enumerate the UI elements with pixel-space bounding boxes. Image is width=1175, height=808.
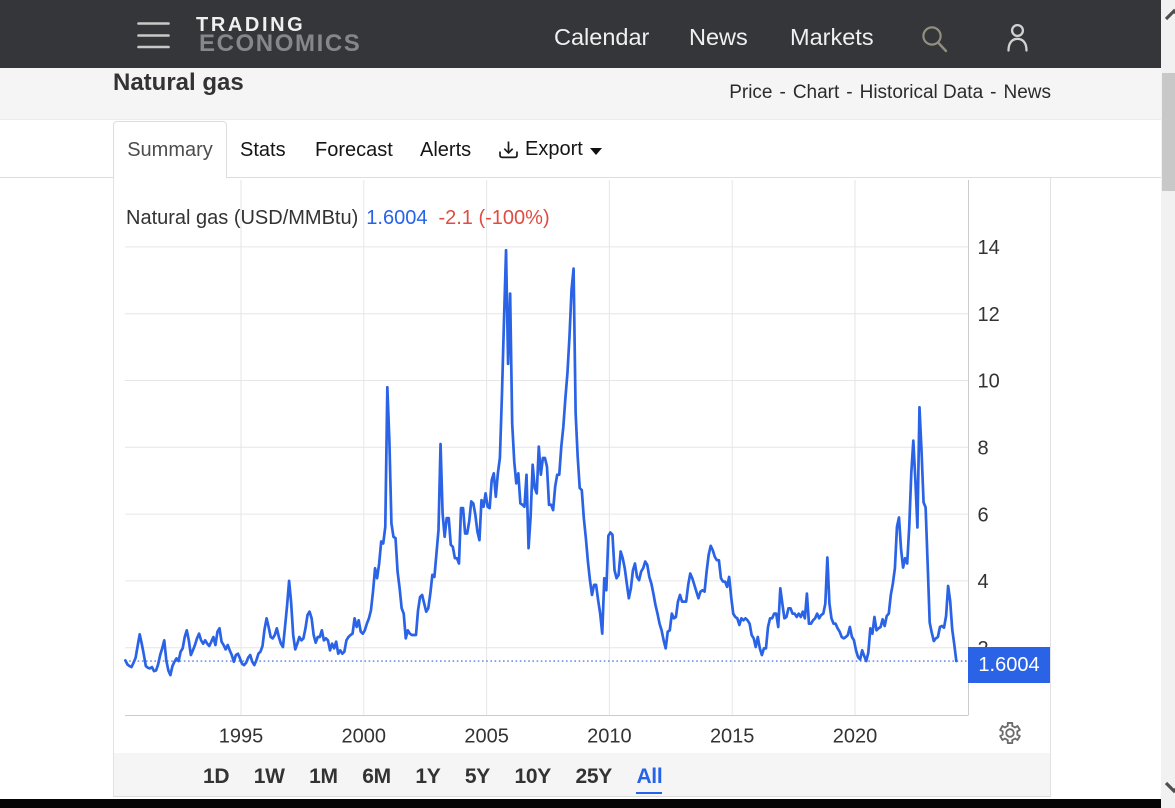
y-axis-label: 10: [978, 371, 1000, 393]
breadcrumb-separator: -: [990, 82, 997, 103]
export-label: Export: [525, 138, 583, 160]
chart-card: Natural gas (USD/MMBtu) 1.6004 -2.1 (-100%…: [113, 178, 1051, 797]
export-dropdown[interactable]: Export: [498, 138, 602, 161]
y-axis-label: 14: [978, 237, 1000, 259]
range-button-6m[interactable]: 6M: [362, 764, 391, 788]
download-icon: [499, 141, 518, 158]
tab-alerts[interactable]: Alerts: [420, 139, 472, 161]
y-axis-label: 12: [978, 304, 1000, 326]
y-axis-label: 6: [978, 504, 989, 526]
card-border-left: [113, 178, 114, 797]
tab-stats[interactable]: Stats: [240, 139, 286, 161]
range-button-all[interactable]: All: [636, 765, 663, 794]
tab-summary[interactable]: Summary: [113, 121, 227, 178]
hamburger-menu-icon[interactable]: [137, 21, 170, 50]
search-icon[interactable]: [918, 24, 950, 54]
breadcrumb-link-chart[interactable]: Chart: [792, 82, 840, 103]
nav-item-news[interactable]: News: [689, 24, 748, 50]
chart-current-value: 1.6004: [366, 207, 428, 229]
tab-summary-label: Summary: [127, 138, 213, 161]
scrollbar-down-arrow[interactable]: [1165, 780, 1175, 796]
x-axis-label: 2005: [464, 726, 509, 748]
tab-forecast[interactable]: Forecast: [315, 139, 393, 161]
scrollbar-thumb[interactable]: [1162, 73, 1175, 191]
logo-line1: TRADING: [196, 14, 306, 36]
scrollbar-up-arrow[interactable]: [1165, 6, 1175, 22]
x-axis-label: 2015: [710, 726, 755, 748]
x-axis-label: 2010: [587, 726, 632, 748]
range-button-1m[interactable]: 1M: [309, 764, 338, 788]
range-selector-bar: 1D 1W 1M 6M 1Y 5Y 10Y 25Y All: [113, 753, 1051, 797]
x-axis-label: 2020: [833, 726, 878, 748]
range-button-5y[interactable]: 5Y: [464, 764, 490, 788]
breadcrumb-separator: -: [846, 82, 853, 103]
breadcrumb-link-news[interactable]: News: [1003, 82, 1051, 103]
nav-item-calendar[interactable]: Calendar: [554, 24, 650, 50]
user-account-icon[interactable]: [1004, 22, 1032, 52]
x-axis-label: 1995: [219, 726, 264, 748]
range-button-1w[interactable]: 1W: [253, 764, 285, 788]
caret-down-icon: [589, 147, 602, 155]
chart-title: Natural gas (USD/MMBtu) 1.6004 -2.1 (-100%…: [126, 207, 550, 230]
chart-change-value: -2.1 (-100%): [438, 207, 550, 229]
breadcrumb: Price - Chart - Historical Data - News: [729, 82, 1051, 104]
breadcrumb-separator: -: [779, 82, 786, 103]
page-title: Natural gas: [113, 69, 244, 96]
vertical-scrollbar[interactable]: [1161, 0, 1175, 808]
range-button-25y[interactable]: 25Y: [575, 764, 612, 788]
card-border-bottom: [113, 796, 1051, 797]
breadcrumb-link-price[interactable]: Price: [729, 82, 773, 103]
x-axis-label: 2000: [342, 726, 387, 748]
price-line-series: [124, 248, 958, 677]
tabs-bottom-border: [0, 177, 1161, 178]
range-button-1y[interactable]: 1Y: [415, 764, 441, 788]
breadcrumb-link-historical-data[interactable]: Historical Data: [859, 82, 984, 103]
bottom-dark-strip: [0, 799, 1161, 808]
range-button-1d[interactable]: 1D: [203, 764, 230, 788]
logo-line2: ECONOMICS: [199, 30, 362, 57]
current-price-badge: 1.6004: [968, 647, 1050, 683]
card-border-right: [1050, 178, 1051, 797]
instrument-title-bar: Natural gas Price - Chart - Historical Data -…: [0, 68, 1161, 120]
range-button-10y[interactable]: 10Y: [514, 764, 552, 788]
trading-economics-logo[interactable]: TRADING ECONOMICS: [196, 15, 361, 56]
y-axis-label: 4: [978, 571, 989, 593]
price-line-chart[interactable]: 2468101214199520002005201020152020: [113, 178, 1051, 753]
chart-settings-gear-icon[interactable]: [998, 721, 1022, 745]
site-header: TRADING ECONOMICS Calendar News Markets: [0, 0, 1161, 68]
nav-item-markets[interactable]: Markets: [790, 24, 874, 50]
chart-series-name: Natural gas (USD/MMBtu): [126, 207, 359, 229]
y-axis-label: 8: [978, 438, 989, 460]
